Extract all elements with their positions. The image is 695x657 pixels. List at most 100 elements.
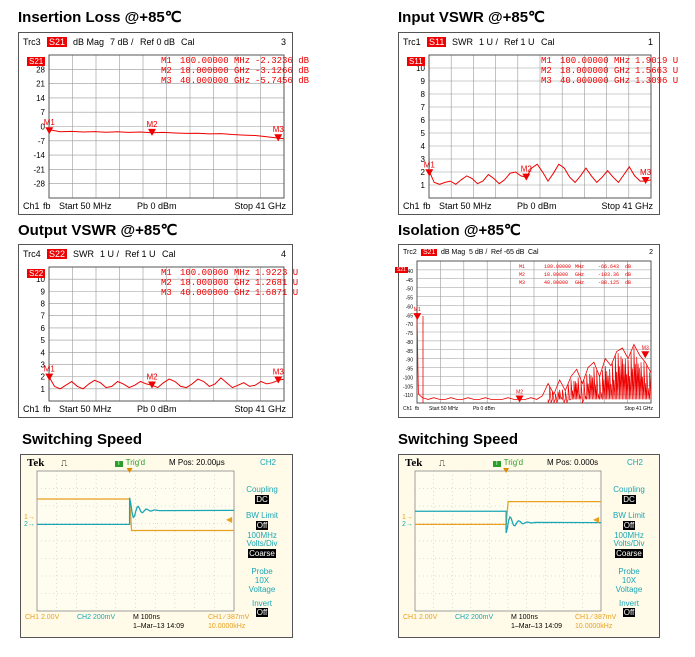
marker-freq: 18.00000 <box>544 272 569 278</box>
coupling-setting[interactable]: DC <box>255 495 269 504</box>
scale-label: 1 U / <box>100 249 120 259</box>
marker-vunit: dB <box>625 280 632 286</box>
y-tick-label: 28 <box>36 65 45 74</box>
marker-freq: 40.000000 GHz <box>180 76 251 86</box>
param-tag: S21 <box>47 37 68 47</box>
y-tick-label: 4 <box>421 142 426 151</box>
y-tick-label: -110 <box>403 393 413 399</box>
marker-name: M2 <box>519 272 526 278</box>
format-label: dB Mag <box>441 249 466 256</box>
input-vswr-heading: Input VSWR @+85℃ <box>398 9 545 26</box>
m-pos-readout: M Pos: 0.000s <box>547 458 599 467</box>
trigger-icon: T <box>115 461 123 467</box>
marker-readout: M2 18.000000 GHz 1.2681 U <box>161 278 301 288</box>
ch2-scale: CH2 200mV <box>455 614 494 621</box>
insertion-loss-heading: Insertion Loss @+85℃ <box>18 9 182 26</box>
ch2-waveform <box>415 510 602 534</box>
marker-readout: M3 40.000000 GHz 1.6871 U <box>161 288 301 298</box>
ch2-ground-marker: 2→ <box>24 521 35 528</box>
bw-limit-frequency: 100MHz <box>614 531 644 540</box>
coupling-setting[interactable]: DC <box>622 495 636 504</box>
marker-value: 1.5663 U <box>635 66 679 76</box>
bw-limit-label: BW Limit <box>246 511 278 520</box>
marker-m1 <box>45 127 54 135</box>
cal-label: Cal <box>541 37 555 47</box>
volts-div-setting[interactable]: Coarse <box>615 549 643 558</box>
frequency-readout: 10.0000kHz <box>208 623 246 630</box>
marker-value: -2.3236 dB <box>255 56 310 66</box>
invert-label: Invert <box>618 599 639 608</box>
y-tick-label: 1 <box>41 385 46 394</box>
bw-limit-label: BW Limit <box>613 511 645 520</box>
marker-readout: M1 100.00000 MHz 1.9223 U <box>161 268 301 278</box>
y-tick-label: -105 <box>403 384 413 390</box>
ref-label: Ref 1 U <box>125 249 156 259</box>
y-tick-label: 7 <box>421 103 426 112</box>
marker-value: -5.7456 dB <box>255 76 310 86</box>
footer-start: Start 50 MHz <box>59 201 112 211</box>
marker-readout: M2 18.000000 GHz -3.1266 dB <box>161 66 312 76</box>
channel-number: 1 <box>647 37 653 47</box>
marker-value: 1.3096 U <box>635 76 679 86</box>
invert-label: Invert <box>251 599 272 608</box>
trace-label: Trc2 <box>403 249 417 256</box>
y-tick-label: 0 <box>41 123 46 132</box>
volts-div-setting[interactable]: Coarse <box>248 549 276 558</box>
invert-setting[interactable]: Off <box>622 608 636 617</box>
marker-value: 1.9223 U <box>255 268 299 278</box>
scale-label: 7 dB / <box>110 37 134 47</box>
switching-speed-heading-2: Switching Speed <box>398 431 519 448</box>
bw-limit-setting[interactable]: Off <box>622 521 636 530</box>
marker-label: M1 <box>44 365 56 374</box>
marker-readout: M2 18.000000 GHz 1.5663 U <box>541 66 681 76</box>
marker-freq: 100.00000 MHz <box>180 56 251 66</box>
marker-label: M2 <box>146 373 158 382</box>
marker-label: M2 <box>146 120 158 129</box>
footer-fb: fb <box>415 406 420 412</box>
bw-limit-setting[interactable]: Off <box>255 521 269 530</box>
marker-m2 <box>522 173 531 181</box>
cal-label: Cal <box>181 37 195 47</box>
y-tick-label: -40 <box>406 269 413 275</box>
trigger-readout: CH1 ∕ 387mV <box>575 614 617 621</box>
marker-readout: M1 100.00000 MHz -2.3236 dB <box>161 56 312 66</box>
marker-m2 <box>148 381 157 389</box>
trace-noise <box>547 346 652 404</box>
scale-label: 1 U / <box>479 37 499 47</box>
invert-value: Off <box>603 608 655 617</box>
param-tag: S22 <box>47 249 68 259</box>
ch2-label: CH2 <box>259 458 276 467</box>
y-tick-label: 7 <box>41 108 46 117</box>
reference-marker: S21 <box>27 57 46 66</box>
marker-name: M1 <box>161 268 172 278</box>
trigger-level-marker: ◀ <box>593 515 600 524</box>
invert-value: Off <box>236 608 288 617</box>
trace-label: Trc3 <box>23 37 41 47</box>
marker-readout: M1 100.00000 MHz 1.9019 U <box>541 56 681 66</box>
cal-label: Cal <box>528 249 539 256</box>
ch2-waveform <box>37 497 235 526</box>
marker-name: M3 <box>161 76 172 86</box>
ch1-waveform <box>37 498 234 532</box>
marker-freq: 18.000000 GHz <box>180 278 251 288</box>
trace-line <box>416 315 652 400</box>
marker-freq: 40.000000 GHz <box>180 288 251 298</box>
ch2-label: CH2 <box>626 458 643 467</box>
plot-area: -40 -45 -50 -55 -60 -65 -70 -75 -80 -85 -90 -95 -100… <box>403 260 652 404</box>
y-tick-label: 6 <box>41 324 46 333</box>
y-tick-label: 9 <box>41 287 46 296</box>
y-tick-label: 10 <box>36 275 45 284</box>
pulse-icon: ⎍ <box>61 458 68 468</box>
plot-frame <box>48 266 285 402</box>
format-label: SWR <box>452 37 473 47</box>
format-label: SWR <box>73 249 94 259</box>
scope-screen <box>414 468 602 612</box>
output-vswr-chart: Trc4 S22 SWR 1 U / Ref 1 U Cal 4 10 9 8 7 6 5 4 3 2 1 M1 M… <box>18 244 298 418</box>
y-tick-label: -50 <box>406 287 413 293</box>
y-tick-label: -14 <box>33 151 45 160</box>
marker-label: M3 <box>642 345 649 351</box>
marker-value: 1.2681 U <box>255 278 299 288</box>
invert-setting[interactable]: Off <box>255 608 269 617</box>
